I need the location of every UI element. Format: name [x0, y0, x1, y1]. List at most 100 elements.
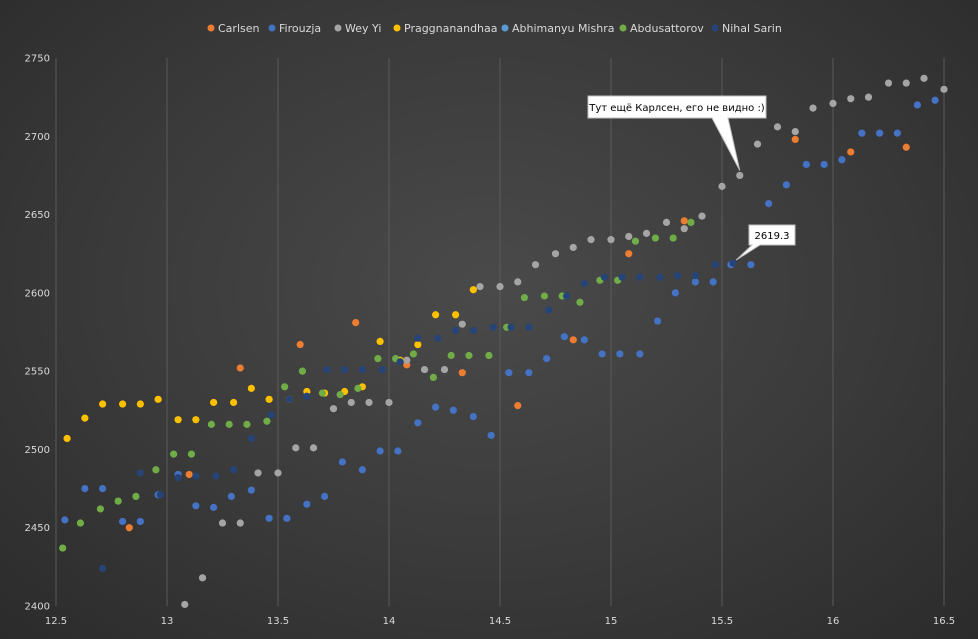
- data-point[interactable]: [329, 405, 338, 413]
- data-point[interactable]: [625, 232, 633, 241]
- data-point[interactable]: [352, 319, 360, 327]
- data-point[interactable]: [210, 503, 218, 511]
- data-point[interactable]: [487, 431, 495, 439]
- data-point[interactable]: [858, 129, 866, 137]
- data-point[interactable]: [154, 395, 162, 403]
- data-point[interactable]: [782, 181, 790, 189]
- data-point[interactable]: [212, 472, 220, 480]
- data-point[interactable]: [174, 474, 182, 482]
- data-point[interactable]: [254, 469, 262, 477]
- data-point[interactable]: [476, 282, 484, 291]
- data-point[interactable]: [560, 333, 568, 341]
- data-point[interactable]: [63, 434, 71, 443]
- data-point[interactable]: [376, 447, 384, 455]
- data-point[interactable]: [296, 340, 304, 349]
- data-point[interactable]: [376, 337, 384, 345]
- data-point[interactable]: [76, 519, 85, 527]
- data-point[interactable]: [225, 420, 233, 428]
- data-point[interactable]: [403, 356, 411, 364]
- data-point[interactable]: [791, 135, 799, 144]
- data-point[interactable]: [281, 383, 289, 391]
- data-point[interactable]: [587, 236, 595, 244]
- data-point[interactable]: [449, 406, 457, 414]
- data-point[interactable]: [303, 500, 311, 508]
- data-point[interactable]: [514, 401, 522, 410]
- data-point[interactable]: [136, 400, 144, 408]
- data-point[interactable]: [318, 389, 326, 397]
- data-point[interactable]: [931, 96, 939, 104]
- data-point[interactable]: [236, 519, 244, 527]
- data-point[interactable]: [662, 218, 671, 226]
- data-point[interactable]: [458, 369, 466, 377]
- data-point[interactable]: [569, 336, 577, 344]
- data-point[interactable]: [642, 229, 651, 237]
- data-point[interactable]: [458, 320, 466, 328]
- data-point[interactable]: [396, 358, 404, 366]
- data-point[interactable]: [820, 160, 828, 169]
- data-point[interactable]: [680, 225, 688, 233]
- data-point[interactable]: [414, 419, 422, 427]
- data-point[interactable]: [718, 182, 726, 190]
- data-point[interactable]: [616, 350, 624, 358]
- data-point[interactable]: [385, 398, 393, 407]
- data-point[interactable]: [414, 340, 422, 349]
- data-point[interactable]: [525, 323, 533, 331]
- data-point[interactable]: [247, 486, 255, 494]
- data-point[interactable]: [543, 355, 551, 363]
- data-point[interactable]: [551, 250, 560, 258]
- data-point[interactable]: [152, 466, 160, 474]
- data-point[interactable]: [354, 384, 362, 392]
- data-point[interactable]: [902, 143, 910, 151]
- data-point[interactable]: [545, 306, 553, 314]
- data-point[interactable]: [489, 323, 497, 331]
- data-point[interactable]: [394, 447, 402, 455]
- data-point[interactable]: [765, 200, 773, 208]
- legend-item[interactable]: Wey Yi: [334, 22, 382, 35]
- data-point[interactable]: [631, 237, 640, 245]
- data-point[interactable]: [531, 261, 540, 269]
- data-point[interactable]: [292, 444, 300, 452]
- legend-item[interactable]: Firouzja: [268, 22, 322, 35]
- data-point[interactable]: [432, 403, 440, 411]
- data-point[interactable]: [625, 250, 633, 258]
- data-point[interactable]: [618, 273, 626, 281]
- data-point[interactable]: [598, 350, 606, 358]
- data-point[interactable]: [465, 351, 473, 360]
- data-point[interactable]: [902, 79, 910, 87]
- data-point[interactable]: [847, 148, 855, 156]
- data-point[interactable]: [469, 412, 477, 421]
- data-point[interactable]: [341, 365, 349, 374]
- data-point[interactable]: [525, 369, 533, 377]
- data-point[interactable]: [81, 414, 89, 422]
- data-point[interactable]: [358, 466, 366, 474]
- data-point[interactable]: [303, 392, 311, 400]
- legend-item[interactable]: Carlsen: [207, 22, 260, 35]
- data-point[interactable]: [447, 351, 455, 360]
- data-point[interactable]: [651, 234, 660, 242]
- data-point[interactable]: [119, 517, 127, 526]
- data-point[interactable]: [265, 514, 273, 522]
- data-point[interactable]: [469, 326, 477, 335]
- data-point[interactable]: [274, 469, 282, 477]
- data-point[interactable]: [192, 416, 200, 424]
- legend-item[interactable]: Nihal Sarin: [711, 22, 782, 35]
- data-point[interactable]: [358, 365, 366, 374]
- data-point[interactable]: [671, 289, 679, 297]
- data-point[interactable]: [514, 278, 522, 286]
- data-point[interactable]: [338, 458, 346, 466]
- data-point[interactable]: [265, 395, 273, 403]
- data-point[interactable]: [336, 391, 344, 399]
- data-point[interactable]: [580, 279, 588, 288]
- data-point[interactable]: [429, 373, 437, 382]
- data-point[interactable]: [374, 355, 382, 363]
- data-point[interactable]: [636, 273, 644, 281]
- data-point[interactable]: [125, 524, 133, 532]
- data-point[interactable]: [687, 218, 695, 226]
- data-point[interactable]: [99, 564, 107, 573]
- data-point[interactable]: [227, 492, 235, 500]
- data-point[interactable]: [236, 364, 244, 372]
- data-point[interactable]: [507, 323, 515, 331]
- data-point[interactable]: [414, 334, 422, 342]
- data-point[interactable]: [136, 469, 144, 477]
- data-point[interactable]: [753, 140, 762, 148]
